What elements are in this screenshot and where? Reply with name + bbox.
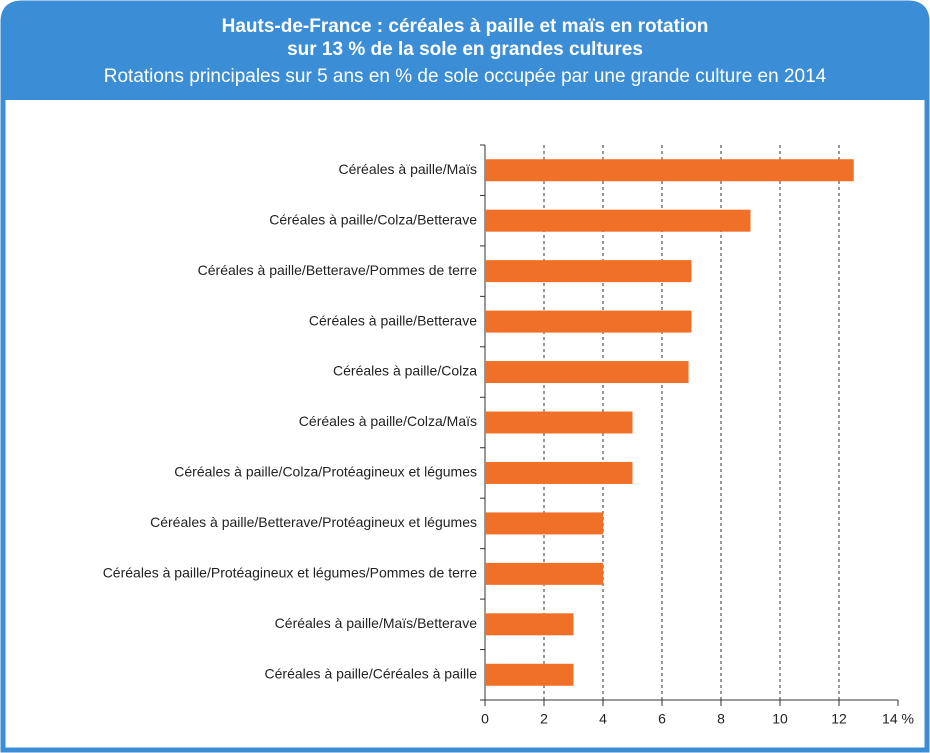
x-tick-label: 8 — [717, 711, 725, 727]
chart-subtitle: Rotations principales sur 5 ans en % de … — [104, 66, 827, 87]
y-tick-label: Céréales à paille/Maïs — [338, 161, 477, 177]
bar — [485, 310, 692, 333]
bar — [485, 411, 633, 434]
header — [3, 3, 927, 100]
chart-title: Hauts-de-France : céréales à paille et m… — [222, 16, 709, 37]
y-tick-label: Céréales à paille/Céréales à paille — [265, 665, 478, 681]
bar — [485, 461, 633, 484]
y-tick-label: Céréales à paille/Betterave — [309, 312, 477, 328]
x-tick-label: 2 — [540, 711, 548, 727]
bar — [485, 260, 692, 283]
x-tick-label: 10 — [772, 711, 788, 727]
bar — [485, 613, 574, 636]
bar — [485, 361, 689, 384]
y-tick-label: Céréales à paille/Betterave/Protéagineux… — [150, 514, 477, 530]
y-tick-label: Céréales à paille/Betterave/Pommes de te… — [198, 262, 478, 278]
x-tick-label: 4 — [599, 711, 607, 727]
bar — [485, 562, 603, 585]
y-tick-label: Céréales à paille/Colza — [333, 363, 477, 379]
y-tick-label: Céréales à paille/Colza/Betterave — [269, 211, 477, 227]
bar — [485, 159, 854, 182]
chart-title: sur 13 % de la sole en grandes cultures — [287, 39, 643, 60]
x-tick-label: 6 — [658, 711, 666, 727]
x-tick-label: 12 — [831, 711, 847, 727]
x-tick-label: 14 % — [882, 711, 914, 727]
bar — [485, 512, 603, 535]
bar — [485, 209, 751, 232]
x-tick-label: 0 — [481, 711, 489, 727]
bar — [485, 663, 574, 686]
y-tick-label: Céréales à paille/Colza/Protéagineux et … — [174, 464, 477, 480]
y-tick-label: Céréales à paille/Colza/Maïs — [299, 413, 477, 429]
y-tick-label: Céréales à paille/Protéagineux et légume… — [103, 565, 478, 581]
y-tick-label: Céréales à paille/Maïs/Betterave — [275, 615, 478, 631]
